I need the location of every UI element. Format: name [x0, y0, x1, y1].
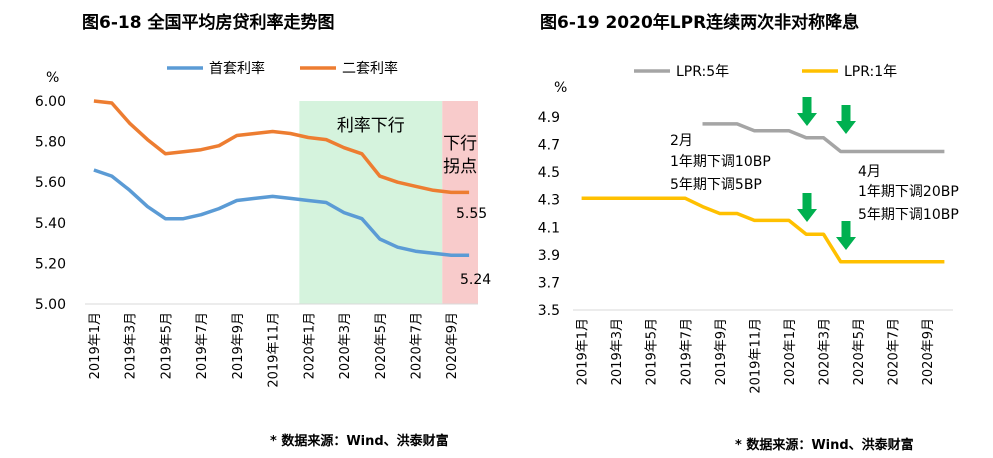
- green-arrow-icon: [797, 193, 817, 222]
- green-arrow-icon: [797, 97, 817, 126]
- x-tick-label: 2020年3月: [338, 312, 353, 379]
- y-tick-label: 5.20: [35, 256, 66, 272]
- x-tick-label: 2020年7月: [409, 312, 424, 379]
- x-tick-label: 2020年7月: [887, 318, 902, 385]
- y-tick-label: 4.5: [538, 165, 560, 181]
- x-tick-label: 2019年1月: [88, 312, 103, 379]
- x-tick-label: 2020年1月: [302, 312, 317, 379]
- x-tick-label: 2019年11月: [267, 312, 282, 388]
- series-line-0: [93, 168, 470, 258]
- x-tick-label: 2019年9月: [714, 318, 729, 385]
- y-tick-label: 5.80: [35, 135, 66, 151]
- x-tick-label: 2020年5月: [374, 312, 389, 379]
- annotation-feb-line1: 2月: [670, 133, 693, 149]
- end-label-first-home: 5.24: [460, 272, 491, 288]
- end-label-second-home: 5.55: [456, 206, 487, 222]
- y-tick-label: 4.9: [538, 110, 560, 126]
- y-axis-label: %: [46, 70, 59, 86]
- y-tick-label: 4.7: [538, 138, 560, 154]
- region-label: 利率下行: [337, 116, 405, 136]
- y-tick-label: 3.5: [538, 303, 560, 319]
- left-chart-source: * 数据来源：Wind、洪泰财富: [270, 434, 449, 449]
- y-tick-label: 5.40: [35, 216, 66, 232]
- y-tick-label: 6.00: [35, 94, 66, 110]
- y-tick-label: 4.1: [538, 220, 560, 236]
- green-arrow-icon: [836, 221, 856, 250]
- legend-label-0: 首套利率: [209, 60, 265, 77]
- x-tick-label: 2019年7月: [195, 312, 210, 379]
- x-tick-label: 2019年1月: [576, 318, 591, 385]
- x-tick-label: 2019年7月: [679, 318, 694, 385]
- legend-label-1: 二套利率: [342, 60, 398, 77]
- y-tick-label: 5.60: [35, 175, 66, 191]
- left-chart-panel: 图6-18 全国平均房贷利率走势图 利率下行下行拐点% 5.00 5.20 5.40 5…: [35, 13, 491, 449]
- x-tick-label: 2019年11月: [748, 318, 763, 394]
- x-tick-label: 2020年3月: [817, 318, 832, 385]
- x-tick-label: 2020年5月: [852, 318, 867, 385]
- y-tick-label: 4.3: [538, 193, 560, 209]
- y-tick-label: 5.00: [35, 297, 66, 313]
- x-tick-label: 2019年5月: [645, 318, 660, 385]
- x-tick-label: 2019年9月: [231, 312, 246, 379]
- x-tick-label: 2020年1月: [783, 318, 798, 385]
- region-label-line1: 下行: [443, 134, 477, 154]
- annotation-apr-line3: 5年期下调10BP: [858, 207, 959, 223]
- series-line-1: [93, 99, 470, 195]
- x-tick-label: 2019年5月: [159, 312, 174, 379]
- y-tick-label: 3.9: [538, 248, 560, 264]
- y-tick-label: 3.7: [538, 275, 560, 291]
- x-tick-label: 2020年9月: [921, 318, 936, 385]
- green-arrow-icon: [836, 105, 856, 134]
- annotation-apr-line2: 1年期下调20BP: [858, 184, 959, 200]
- x-tick-label: 2019年3月: [124, 312, 139, 379]
- annotation-apr-line1: 4月: [858, 164, 881, 180]
- right-chart-panel: 图6-19 2020年LPR连续两次非对称降息 % 3.5 3.7 3.9 4.1 4.3…: [500, 0, 993, 458]
- series-line-0: [702, 122, 945, 154]
- x-tick-label: 2019年3月: [610, 318, 625, 385]
- annotation-feb-line2: 1年期下调10BP: [670, 154, 771, 170]
- annotation-feb-line3: 5年期下调5BP: [670, 177, 762, 193]
- region-label-line2: 拐点: [443, 157, 477, 177]
- left-chart-title: 图6-18 全国平均房贷利率走势图: [82, 13, 335, 33]
- x-tick-label: 2020年9月: [445, 312, 460, 379]
- right-chart-title: 图6-19 2020年LPR连续两次非对称降息: [540, 13, 860, 33]
- right-chart-source: * 数据来源：Wind、洪泰财富: [735, 438, 914, 453]
- shaded-region-1: [442, 101, 478, 304]
- y-axis-label: %: [554, 80, 567, 96]
- legend-label-1: LPR:1年: [844, 64, 897, 80]
- series-line-1: [581, 196, 945, 264]
- legend-label-0: LPR:5年: [676, 64, 729, 80]
- right-chart-svg: % 3.5 3.7 3.9 4.1 4.3 4.5 4.7 4.9 2019年1月 2019年3月 2…: [538, 64, 959, 394]
